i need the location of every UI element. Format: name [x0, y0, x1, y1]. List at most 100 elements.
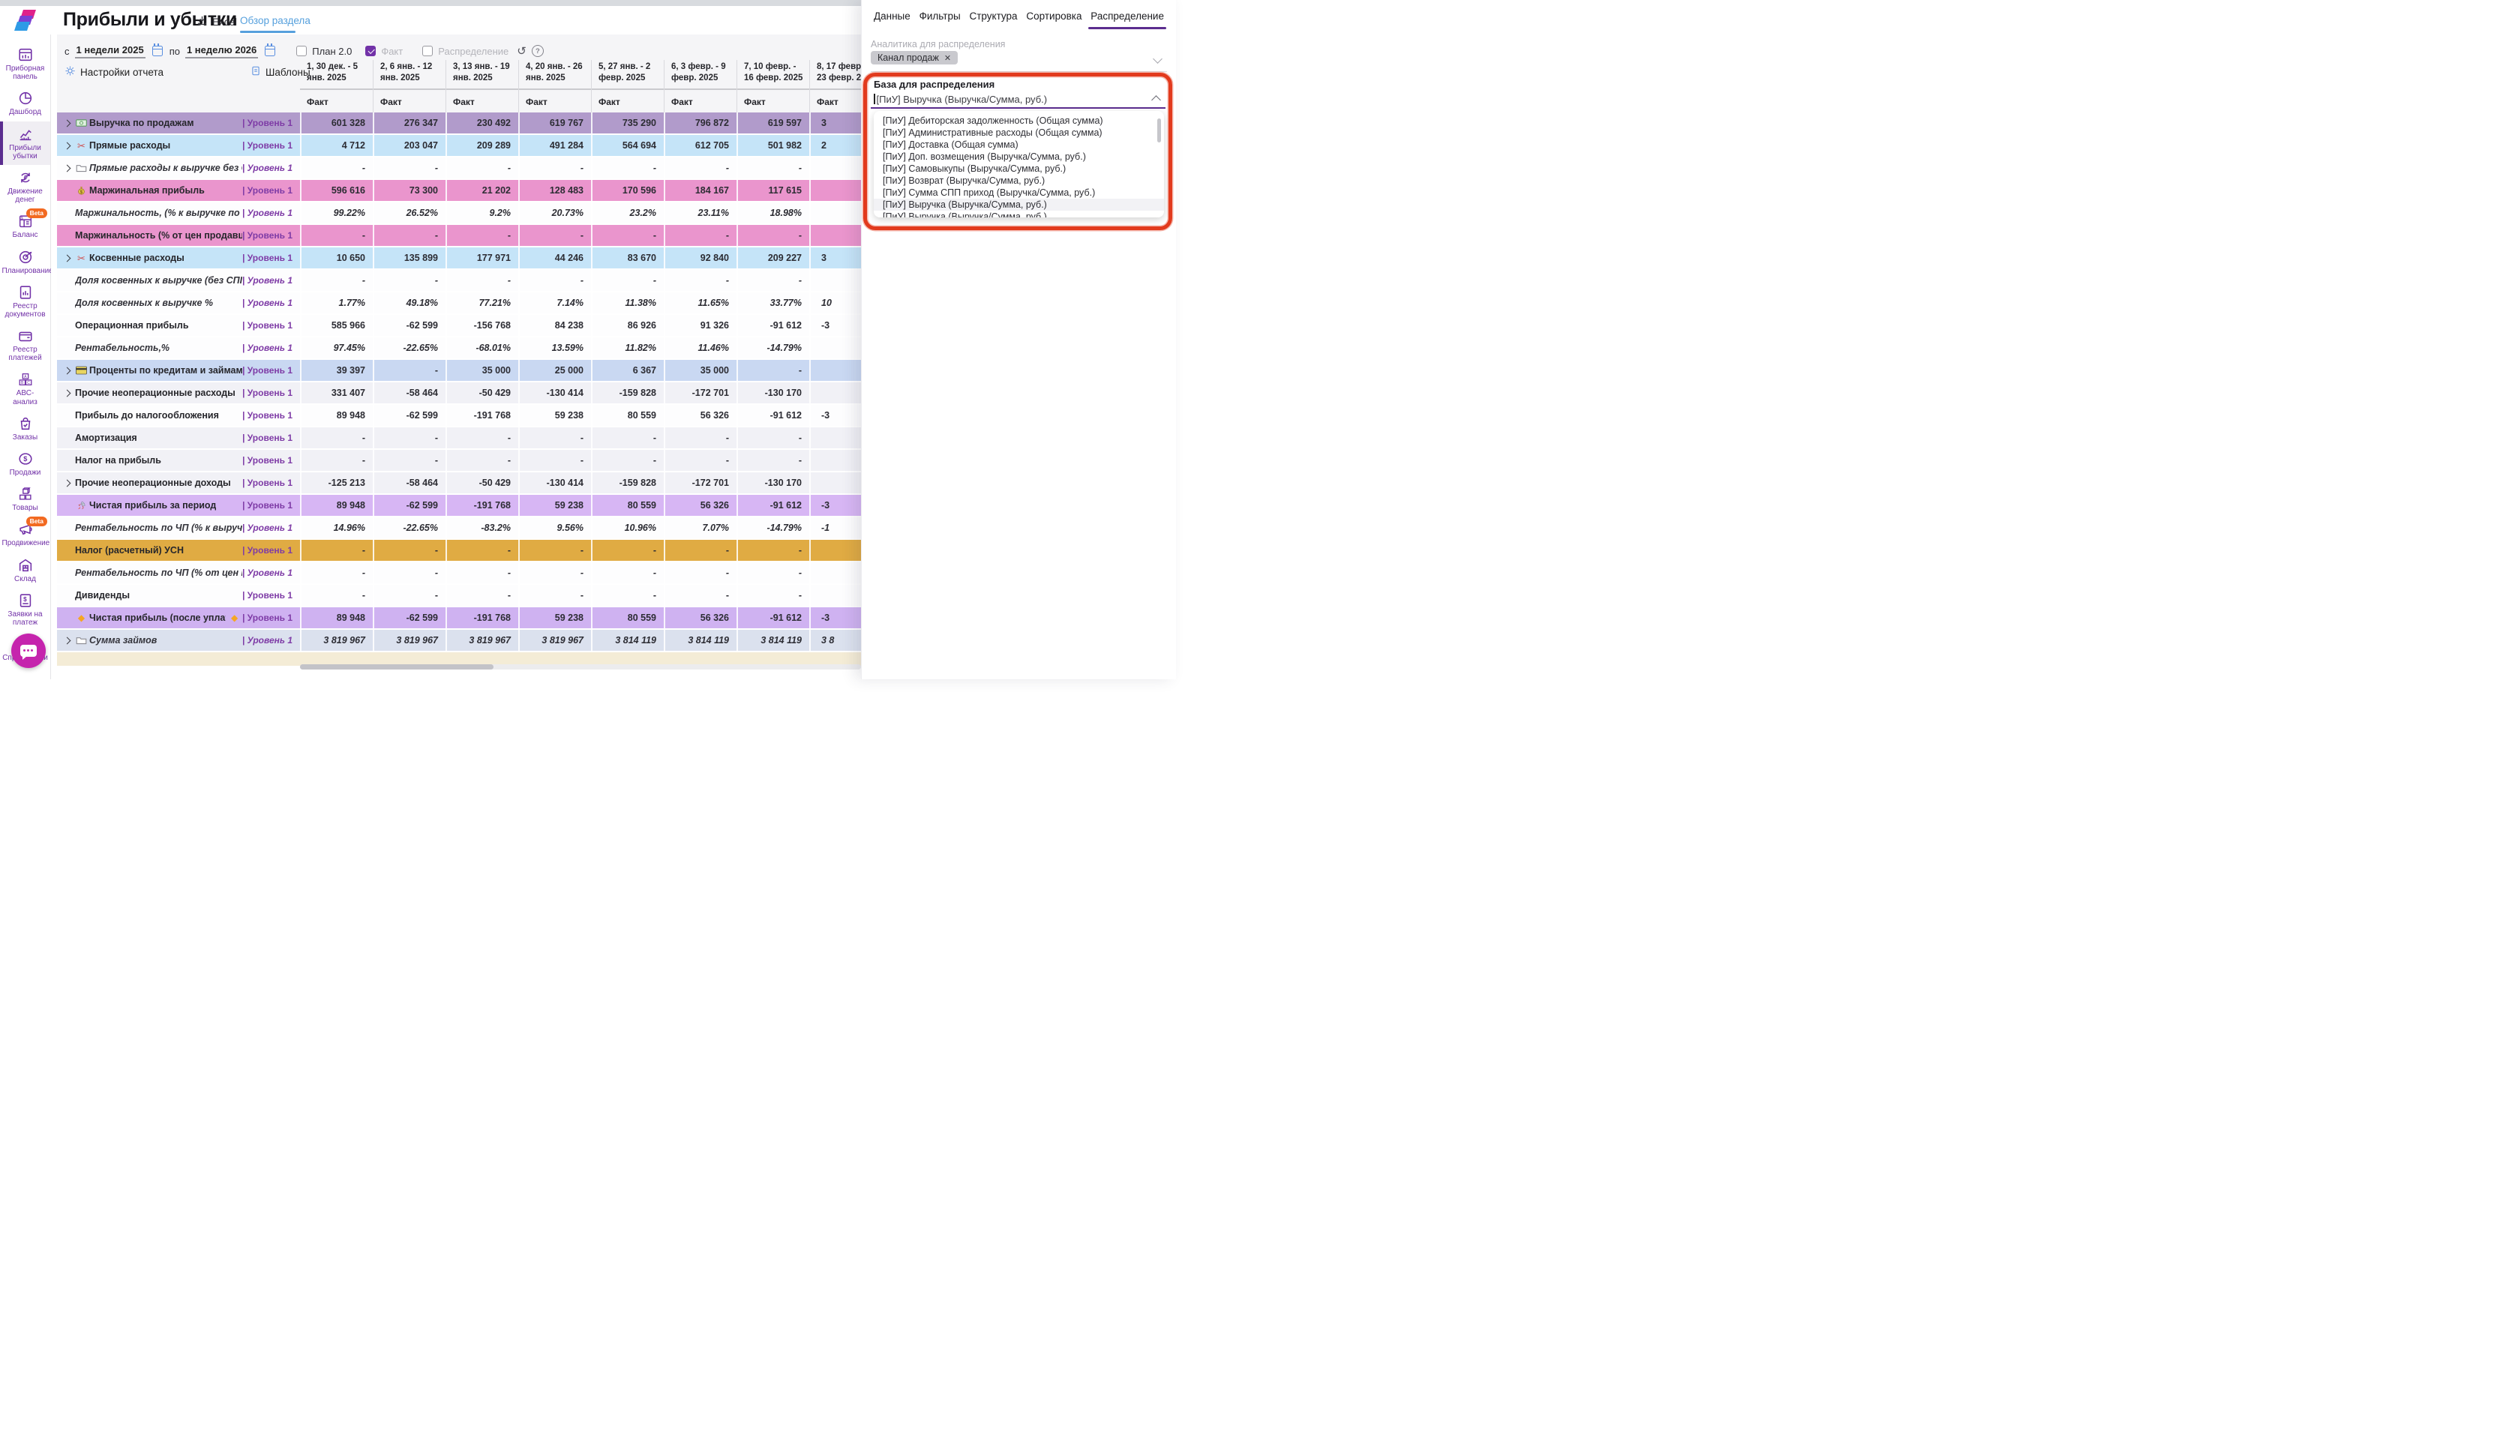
- value-cell[interactable]: 735 290: [591, 112, 664, 133]
- calendar-icon[interactable]: [152, 43, 163, 56]
- value-cell[interactable]: 73 300: [373, 180, 446, 201]
- value-cell[interactable]: -191 768: [446, 405, 518, 426]
- listbox-option[interactable]: [ПиУ] Возврат (Выручка/Сумма, руб.): [883, 175, 1046, 186]
- value-cell[interactable]: -: [373, 450, 446, 471]
- value-cell[interactable]: -: [518, 450, 591, 471]
- sidebar-item-dashboard[interactable]: Приборная панель: [0, 42, 50, 85]
- value-cell[interactable]: [809, 202, 861, 223]
- value-cell[interactable]: 596 616: [300, 180, 373, 201]
- panel-tab-фильтры[interactable]: Фильтры: [919, 10, 961, 22]
- table-row[interactable]: Доля косвенных к выручке (без СПП) % | У…: [57, 270, 861, 291]
- value-cell[interactable]: -22.65%: [373, 517, 446, 538]
- horizontal-scrollbar[interactable]: [300, 664, 861, 670]
- value-cell[interactable]: -68.01%: [446, 337, 518, 358]
- table-row[interactable]: Дивиденды | Уровень 1 -------: [57, 585, 861, 606]
- value-cell[interactable]: -14.79%: [736, 517, 809, 538]
- value-cell[interactable]: 4 712: [300, 135, 373, 156]
- value-cell[interactable]: -: [300, 427, 373, 448]
- value-cell[interactable]: 3 819 967: [373, 630, 446, 651]
- value-cell[interactable]: 209 289: [446, 135, 518, 156]
- value-cell[interactable]: -172 701: [664, 472, 736, 493]
- value-cell[interactable]: 7.07%: [664, 517, 736, 538]
- value-cell[interactable]: -: [518, 540, 591, 561]
- panel-tab-сортировка[interactable]: Сортировка: [1026, 10, 1082, 22]
- scrollbar-thumb[interactable]: [300, 664, 494, 670]
- expand-chevron-slot[interactable]: [63, 119, 75, 127]
- value-cell[interactable]: [809, 157, 861, 178]
- table-row[interactable]: Операционная прибыль | Уровень 1 585 966…: [57, 315, 861, 336]
- sidebar-item-pie[interactable]: Дашборд: [0, 85, 50, 121]
- value-cell[interactable]: 276 347: [373, 112, 446, 133]
- value-cell[interactable]: 117 615: [736, 180, 809, 201]
- table-row[interactable]: Налог на прибыль | Уровень 1 -------: [57, 450, 861, 471]
- undo-icon[interactable]: ↺: [517, 45, 526, 58]
- expand-chevron-slot[interactable]: [63, 413, 75, 418]
- value-cell[interactable]: -: [664, 450, 736, 471]
- to-date-field[interactable]: 1 неделю 2026: [184, 44, 259, 58]
- value-cell[interactable]: 13.59%: [518, 337, 591, 358]
- value-cell[interactable]: 564 694: [591, 135, 664, 156]
- value-cell[interactable]: 25 000: [518, 360, 591, 381]
- column-header[interactable]: 1, 30 дек. - 5 янв. 2025 Факт: [300, 60, 373, 112]
- value-cell[interactable]: -: [664, 270, 736, 291]
- value-cell[interactable]: -: [446, 585, 518, 606]
- value-cell[interactable]: -: [518, 225, 591, 246]
- listbox-scrollbar-thumb[interactable]: [1157, 118, 1161, 142]
- value-cell[interactable]: [809, 472, 861, 493]
- value-cell[interactable]: 59 238: [518, 405, 591, 426]
- expand-chevron-slot[interactable]: [63, 301, 75, 306]
- value-cell[interactable]: 92 840: [664, 247, 736, 268]
- column-header[interactable]: 4, 20 янв. - 26 янв. 2025 Факт: [518, 60, 591, 112]
- value-cell[interactable]: -58 464: [373, 472, 446, 493]
- value-cell[interactable]: 77.21%: [446, 292, 518, 313]
- table-row[interactable]: Налог (расчетный) УСН | Уровень 1 ------…: [57, 540, 861, 561]
- value-cell[interactable]: 33.77%: [736, 292, 809, 313]
- column-header[interactable]: 8, 17 февр. - 23 февр. 2025 Факт: [809, 60, 861, 112]
- table-row[interactable]: Чистая прибыль за период | Уровень 1 89 …: [57, 495, 861, 516]
- value-cell[interactable]: 56 326: [664, 495, 736, 516]
- value-cell[interactable]: 2: [809, 135, 861, 156]
- value-cell[interactable]: -130 414: [518, 472, 591, 493]
- value-cell[interactable]: -: [591, 540, 664, 561]
- value-cell[interactable]: -191 768: [446, 607, 518, 628]
- sidebar-item-chart[interactable]: Прибыли убытки: [0, 121, 50, 165]
- column-header[interactable]: 5, 27 янв. - 2 февр. 2025 Факт: [591, 60, 664, 112]
- value-cell[interactable]: 184 167: [664, 180, 736, 201]
- value-cell[interactable]: 3 814 119: [664, 630, 736, 651]
- distribution-base-select[interactable]: [ПиУ] Выручка (Выручка/Сумма, руб.): [874, 91, 1154, 106]
- column-header[interactable]: 3, 13 янв. - 19 янв. 2025 Факт: [446, 60, 518, 112]
- value-cell[interactable]: 3 819 967: [518, 630, 591, 651]
- panel-tab-распределение[interactable]: Распределение: [1088, 10, 1166, 29]
- value-cell[interactable]: -: [373, 360, 446, 381]
- calendar-icon[interactable]: [265, 43, 276, 56]
- fact-checkbox[interactable]: [365, 46, 376, 56]
- value-cell[interactable]: 80 559: [591, 405, 664, 426]
- value-cell[interactable]: 3 814 119: [591, 630, 664, 651]
- table-row[interactable]: Выручка по продажам | Уровень 1 601 328 2…: [57, 112, 861, 133]
- expand-chevron-slot[interactable]: [63, 616, 75, 621]
- value-cell[interactable]: 35 000: [664, 360, 736, 381]
- value-cell[interactable]: -: [736, 562, 809, 583]
- panel-tab-данные[interactable]: Данные: [874, 10, 910, 22]
- value-cell[interactable]: -62 599: [373, 495, 446, 516]
- value-cell[interactable]: -3: [809, 405, 861, 426]
- expand-chevron-slot[interactable]: [63, 323, 75, 328]
- chip-remove-icon[interactable]: ✕: [944, 53, 952, 63]
- value-cell[interactable]: 619 597: [736, 112, 809, 133]
- listbox-option[interactable]: [ПиУ] Выручка (Выручка/Сумма, руб.): [874, 199, 1164, 211]
- value-cell[interactable]: -: [518, 585, 591, 606]
- value-cell[interactable]: [809, 270, 861, 291]
- value-cell[interactable]: 10.96%: [591, 517, 664, 538]
- value-cell[interactable]: -: [591, 225, 664, 246]
- value-cell[interactable]: -: [518, 427, 591, 448]
- value-cell[interactable]: 89 948: [300, 405, 373, 426]
- value-cell[interactable]: -: [736, 360, 809, 381]
- expand-chevron-slot[interactable]: [63, 503, 75, 508]
- value-cell[interactable]: 3 8: [809, 630, 861, 651]
- value-cell[interactable]: 86 926: [591, 315, 664, 336]
- value-cell[interactable]: [809, 180, 861, 201]
- expand-chevron-slot[interactable]: [63, 526, 75, 531]
- value-cell[interactable]: [809, 360, 861, 381]
- column-header[interactable]: 7, 10 февр. - 16 февр. 2025 Факт: [736, 60, 809, 112]
